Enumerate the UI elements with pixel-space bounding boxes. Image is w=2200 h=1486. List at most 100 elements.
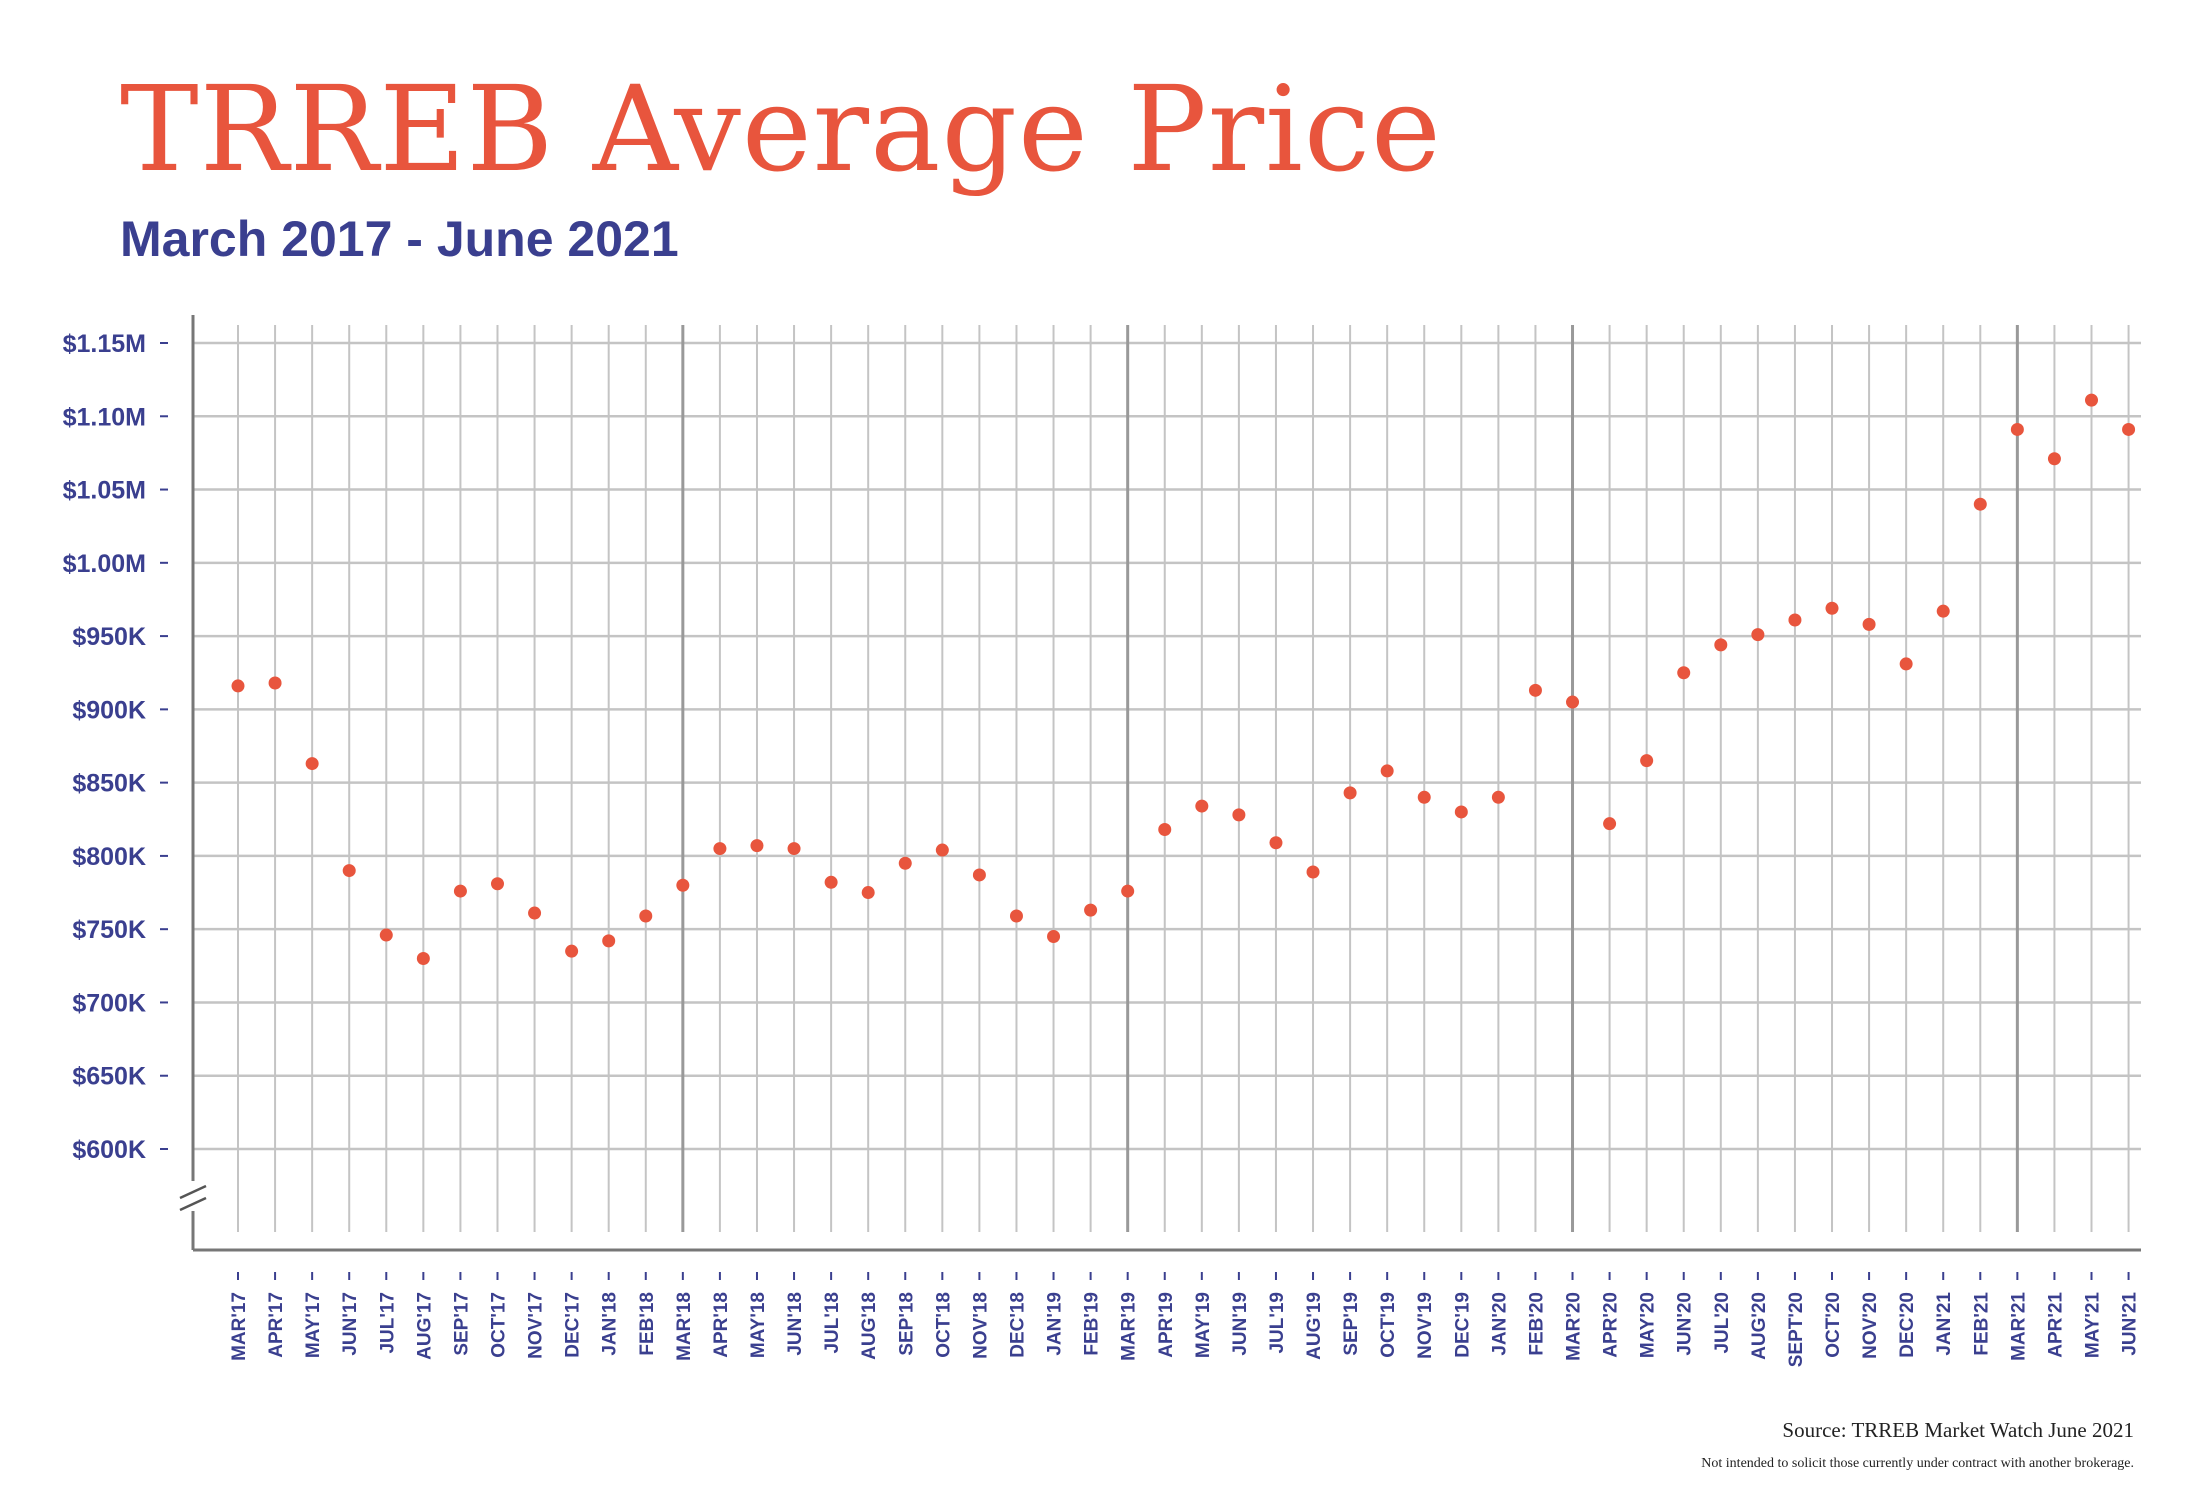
data-point: [1009, 909, 1023, 923]
x-tick-label: MAY'19: [1193, 1292, 1214, 1358]
data-point: [231, 679, 245, 693]
data-point: [1491, 790, 1505, 804]
data-point: [1714, 638, 1728, 652]
x-tick-label: MAY'20: [1638, 1292, 1659, 1358]
x-tick-label: MAY'17: [303, 1292, 324, 1358]
x-tick-label: AUG'18: [859, 1292, 880, 1360]
x-tick-label: OCT'18: [933, 1292, 954, 1358]
x-tick-label: SEP'19: [1341, 1292, 1362, 1356]
x-tick-label: APR'17: [266, 1292, 287, 1358]
y-tick-labels: $600K $650K $700K $750K $800K $850K $900K $950K…: [63, 330, 146, 1164]
x-tick-label: SEPT'20: [1786, 1292, 1807, 1367]
x-tick-label: JUL'17: [377, 1292, 398, 1354]
y-tick-label: $1.10M: [63, 403, 146, 431]
x-tick-label: JAN'18: [600, 1292, 621, 1356]
data-point: [490, 877, 504, 891]
data-point: [1195, 799, 1209, 813]
x-tick-label: NOV'20: [1860, 1292, 1881, 1359]
data-point: [1899, 657, 1913, 671]
x-tick-label: FEB'18: [637, 1292, 658, 1356]
data-point: [1862, 617, 1876, 631]
x-tick-label: MAR'19: [1119, 1292, 1140, 1361]
disclaimer-note: Not intended to solicit those currently …: [1701, 1456, 2134, 1471]
x-tick-label: DEC'20: [1897, 1292, 1918, 1358]
data-point: [1158, 823, 1172, 837]
data-point: [713, 842, 727, 856]
data-point: [1084, 903, 1098, 917]
data-point: [379, 928, 393, 942]
x-tick-label: DEC'19: [1452, 1292, 1473, 1358]
data-point: [824, 875, 838, 889]
data-point: [1751, 628, 1765, 642]
data-point: [1973, 497, 1987, 511]
chart-subtitle: March 2017 - June 2021: [120, 211, 679, 267]
y-tick-label: $1.00M: [63, 550, 146, 578]
y-tick-label: $900K: [72, 696, 146, 724]
grid-lines: [160, 325, 2141, 1280]
x-tick-label: JUN'18: [785, 1292, 806, 1356]
x-tick-label: JUL'19: [1267, 1292, 1288, 1354]
x-tick-label: JUN'19: [1230, 1292, 1251, 1356]
data-point: [935, 843, 949, 857]
data-point: [602, 934, 616, 948]
x-tick-label: JUL'20: [1712, 1292, 1733, 1354]
data-point: [676, 878, 690, 892]
x-tick-label: MAR'18: [674, 1292, 695, 1361]
data-point: [342, 864, 356, 878]
x-tick-label: JUN'21: [2120, 1292, 2141, 1356]
data-point: [1603, 817, 1617, 831]
x-tick-labels: MAR'17 APR'17 MAY'17 JUN'17 JUL'17 AUG'17 SEP'…: [229, 1292, 2141, 1368]
y-tick-label: $750K: [72, 916, 146, 944]
x-tick-label: JUN'17: [340, 1292, 361, 1356]
x-tick-label: JUL'18: [822, 1292, 843, 1354]
data-point: [1121, 884, 1135, 898]
data-point: [1343, 786, 1357, 800]
x-tick-label: OCT'19: [1378, 1292, 1399, 1358]
data-point: [1269, 836, 1283, 850]
x-tick-label: JUN'20: [1675, 1292, 1696, 1356]
x-tick-label: MAY'21: [2083, 1292, 2104, 1359]
x-tick-label: FEB'19: [1082, 1292, 1103, 1356]
data-point: [1047, 930, 1061, 944]
x-tick-label: MAY'18: [748, 1292, 769, 1358]
data-point: [1825, 601, 1839, 615]
data-point: [861, 886, 875, 900]
y-tick-label: $600K: [72, 1136, 146, 1164]
x-tick-label: AUG'19: [1304, 1292, 1325, 1360]
x-tick-label: OCT'20: [1823, 1292, 1844, 1358]
data-point: [1677, 666, 1691, 680]
x-tick-label: DEC'18: [1007, 1292, 1028, 1358]
data-point: [1640, 754, 1654, 768]
data-point: [2122, 422, 2136, 436]
data-point: [639, 909, 653, 923]
y-tick-label: $650K: [72, 1063, 146, 1091]
y-tick-label: $1.15M: [63, 330, 146, 358]
data-point: [305, 757, 319, 771]
data-point: [2010, 422, 2024, 436]
x-tick-label: AUG'17: [414, 1292, 435, 1360]
data-points: [231, 393, 2136, 965]
data-point: [1566, 695, 1580, 709]
x-tick-label: SEP'17: [451, 1292, 472, 1356]
axis-break-mark: [179, 1196, 207, 1212]
x-tick-label: NOV'19: [1415, 1292, 1436, 1359]
data-point: [528, 906, 542, 920]
data-point: [1528, 683, 1542, 697]
x-tick-label: NOV'17: [526, 1292, 547, 1359]
x-tick-label: APR'21: [2045, 1292, 2066, 1358]
data-point: [2085, 393, 2098, 407]
x-tick-label: MAR'17: [229, 1292, 250, 1361]
x-tick-label: APR'18: [711, 1292, 732, 1358]
x-tick-label: APR'20: [1601, 1292, 1622, 1358]
data-point: [1788, 613, 1802, 627]
data-point: [416, 951, 430, 965]
y-tick-label: $1.05M: [63, 477, 146, 505]
x-tick-label: JAN'20: [1489, 1292, 1510, 1356]
data-point: [453, 884, 467, 898]
x-tick-label: SEP'18: [896, 1292, 917, 1356]
data-point: [1306, 865, 1320, 879]
y-tick-label: $800K: [72, 843, 146, 871]
x-tick-label: JAN'19: [1045, 1292, 1066, 1356]
data-point: [898, 856, 912, 870]
axes: [178, 315, 2141, 1252]
